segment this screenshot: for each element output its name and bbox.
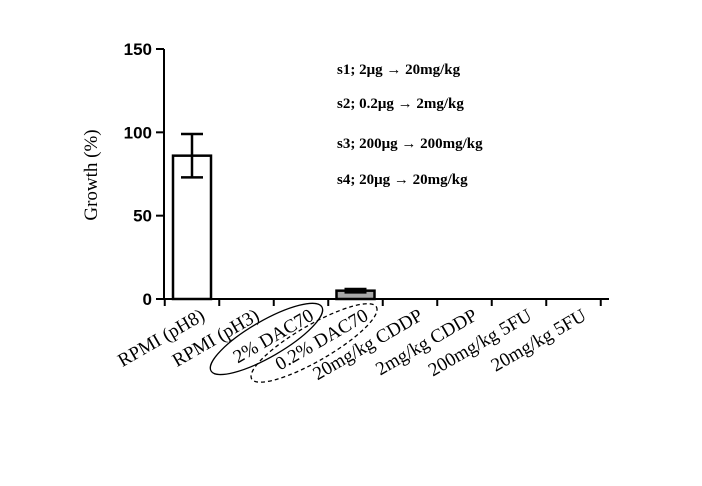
- y-tick-label: 0: [143, 290, 152, 309]
- annotations: s1; 2μg → 20mg/kg s2; 0.2μg → 2mg/kg s3;…: [337, 62, 483, 188]
- bar-0: [171, 154, 213, 301]
- y-tick-label: 50: [133, 207, 152, 226]
- y-axis-label: Growth (%): [81, 129, 102, 220]
- label-circle-3: [250, 303, 378, 383]
- y-tick-label: 100: [124, 123, 152, 142]
- annotation-s1: s1; 2μg → 20mg/kg: [337, 62, 461, 78]
- bars: [171, 132, 376, 301]
- y-tick-label: 150: [124, 40, 152, 59]
- annotation-s3: s3; 200μg → 200mg/kg: [337, 136, 483, 152]
- annotation-s2: s2; 0.2μg → 2mg/kg: [337, 96, 464, 112]
- label-circle-2: [209, 302, 324, 376]
- y-ticks: 0 50 100 150: [124, 40, 164, 309]
- x-ticks: [163, 299, 602, 306]
- annotation-s4: s4; 20μg → 20mg/kg: [337, 172, 468, 188]
